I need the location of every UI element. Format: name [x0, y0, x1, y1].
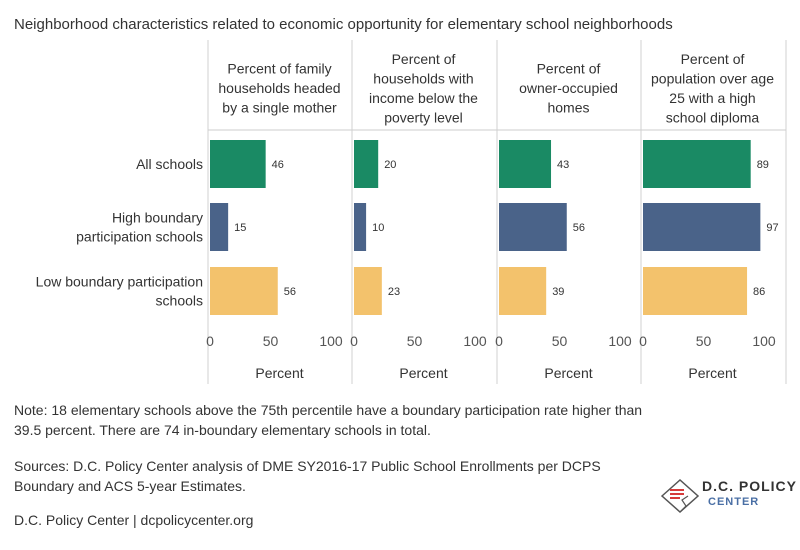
chart-area: All schools High boundary participation sc…	[36, 40, 787, 384]
x-tick-label: 100	[752, 333, 776, 349]
chart-title: Neighborhood characteristics related to …	[14, 16, 673, 33]
panel-title: population over age	[651, 70, 774, 86]
bar-value-label: 15	[234, 222, 246, 234]
bar	[499, 203, 567, 251]
bar-value-label: 39	[552, 286, 564, 298]
panel-title: school diploma	[666, 109, 760, 125]
panel-title: homes	[547, 100, 589, 116]
x-tick-label: 0	[495, 333, 503, 349]
bar-value-label: 56	[573, 222, 585, 234]
bar-value-label: 43	[557, 159, 569, 171]
x-axis-label: Percent	[399, 365, 447, 381]
panel-title: income below the	[369, 90, 478, 106]
panel-title: Percent of family	[227, 61, 331, 77]
chart-note: Note: 18 elementary schools above the 75…	[14, 402, 643, 438]
bar	[643, 203, 761, 251]
bar	[210, 267, 278, 315]
x-tick-label: 50	[263, 333, 279, 349]
bar-value-label: 56	[284, 286, 296, 298]
bar	[499, 267, 547, 315]
panel-title: households headed	[218, 80, 340, 96]
x-tick-label: 0	[350, 333, 358, 349]
category-label: All schools	[136, 156, 203, 172]
x-tick-label: 100	[319, 333, 343, 349]
bar	[210, 203, 229, 251]
panel-title: Percent of	[392, 51, 456, 67]
x-tick-label: 100	[608, 333, 632, 349]
bar-value-label: 46	[272, 159, 284, 171]
x-axis-label: Percent	[544, 365, 592, 381]
bar-value-label: 86	[753, 286, 765, 298]
bar	[643, 267, 748, 315]
bar	[354, 267, 382, 315]
bar	[210, 140, 266, 188]
bar-value-label: 23	[388, 286, 400, 298]
x-tick-label: 50	[552, 333, 568, 349]
panel-title: poverty level	[384, 109, 463, 125]
bar-chart: All schools High boundary participation sc…	[36, 40, 787, 384]
panel-title: households with	[373, 70, 473, 86]
x-tick-label: 0	[206, 333, 214, 349]
dc-map-icon	[660, 478, 700, 514]
panel-title: owner-occupied	[519, 80, 618, 96]
logo-text: D.C. POLICY	[702, 478, 798, 494]
logo-subtext: CENTER	[708, 496, 760, 508]
category-label: Low boundary participation	[36, 274, 203, 290]
panel-title: 25 with a high	[669, 90, 755, 106]
bar-value-label: 20	[384, 159, 396, 171]
bar-value-label: 89	[757, 159, 769, 171]
x-tick-label: 50	[407, 333, 423, 349]
panel-title: by a single mother	[222, 100, 337, 116]
category-label: schools	[156, 293, 203, 309]
x-axis-label: Percent	[255, 365, 303, 381]
category-label: High boundary	[112, 210, 203, 226]
bar	[354, 140, 379, 188]
bar-value-label: 97	[766, 222, 778, 234]
bar	[643, 140, 751, 188]
chart-sources: Sources: D.C. Policy Center analysis of …	[14, 458, 601, 494]
x-axis-label: Percent	[688, 365, 736, 381]
bar	[499, 140, 552, 188]
x-tick-label: 50	[696, 333, 712, 349]
bar-value-label: 10	[372, 222, 384, 234]
chart-credit: D.C. Policy Center | dcpolicycenter.org	[14, 512, 254, 528]
x-tick-label: 100	[463, 333, 487, 349]
panel-title: Percent of	[681, 51, 745, 67]
category-label: participation schools	[76, 229, 203, 245]
x-tick-label: 0	[639, 333, 647, 349]
panel-title: Percent of	[537, 61, 601, 77]
bar	[354, 203, 367, 251]
